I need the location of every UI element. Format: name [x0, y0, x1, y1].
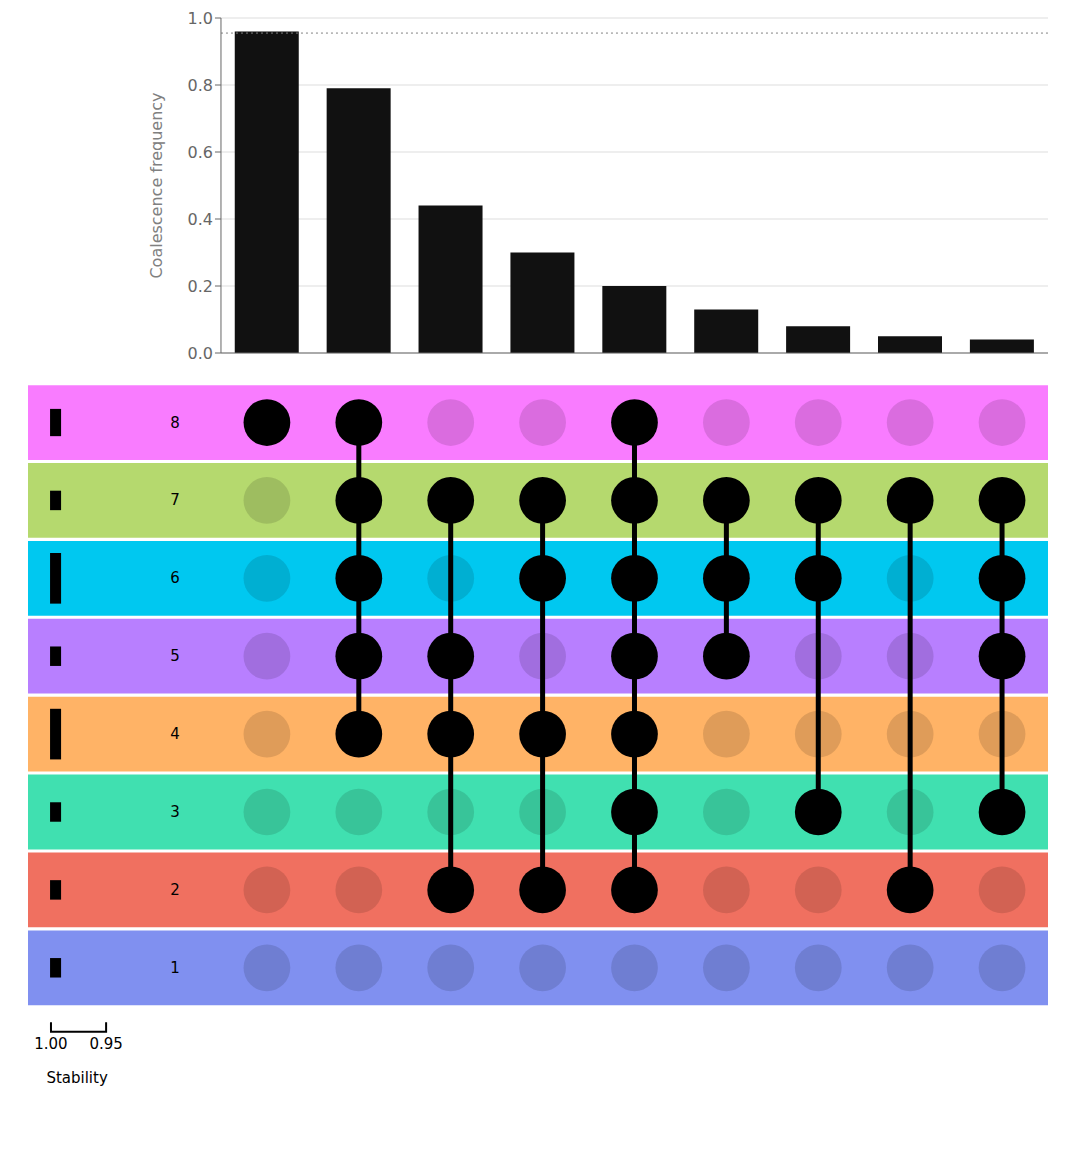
svg-text:1: 1: [170, 959, 180, 977]
svg-text:3: 3: [170, 803, 180, 821]
svg-text:5: 5: [170, 647, 180, 665]
svg-text:0.4: 0.4: [188, 210, 213, 229]
svg-text:0.2: 0.2: [188, 277, 213, 296]
svg-text:7: 7: [170, 491, 180, 509]
svg-text:6: 6: [170, 569, 180, 587]
svg-text:8: 8: [170, 414, 180, 432]
svg-text:0.95: 0.95: [89, 1035, 122, 1053]
svg-text:0.8: 0.8: [188, 76, 213, 95]
svg-text:4: 4: [170, 725, 180, 743]
svg-text:2: 2: [170, 881, 180, 899]
svg-text:Stability: Stability: [46, 1069, 108, 1087]
svg-text:1.0: 1.0: [188, 9, 213, 28]
svg-text:1.00: 1.00: [34, 1035, 67, 1053]
svg-text:Coalescence frequency: Coalescence frequency: [147, 92, 166, 278]
svg-text:0.0: 0.0: [188, 344, 213, 363]
svg-text:0.6: 0.6: [188, 143, 213, 162]
